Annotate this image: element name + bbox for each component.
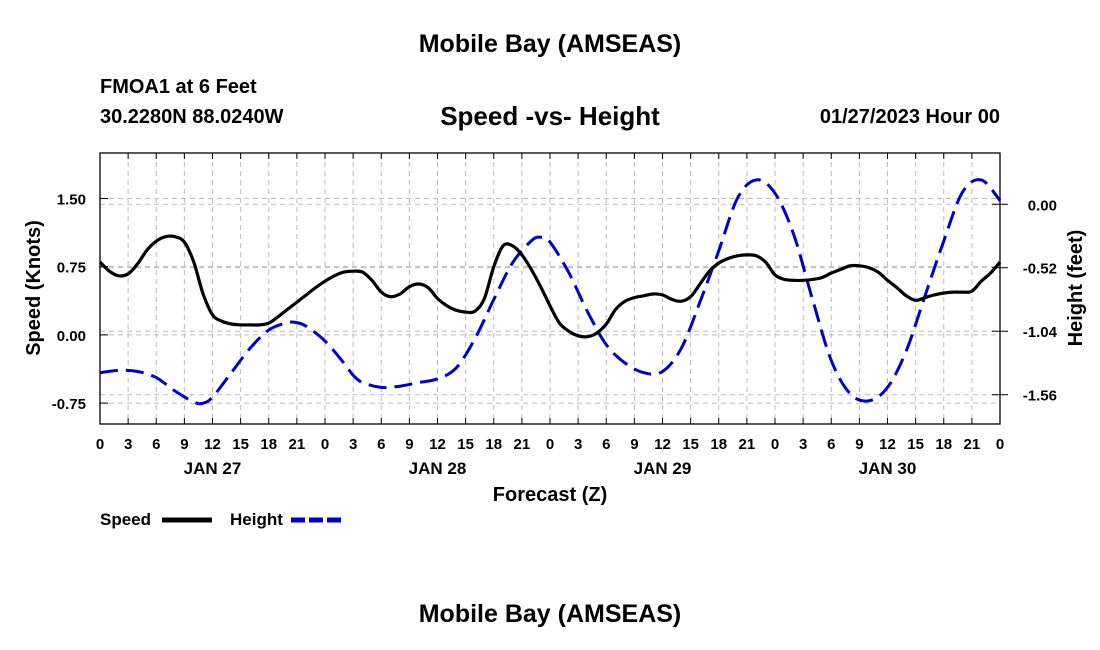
legend-height-label: Height xyxy=(230,510,283,529)
x-tick-label: 0 xyxy=(771,436,779,453)
forecast-run-time: 01/27/2023 Hour 00 xyxy=(819,106,1000,128)
height-series-line xyxy=(99,178,1002,406)
x-tick-label: 0 xyxy=(546,436,554,453)
station-label: FMOA1 at 6 Feet xyxy=(100,76,257,98)
x-tick-label: 3 xyxy=(349,436,357,453)
x-tick-label: 0 xyxy=(321,436,329,453)
x-tick-label: 12 xyxy=(204,436,221,453)
x-date-label: JAN 28 xyxy=(409,459,467,478)
footer-title: Mobile Bay (AMSEAS) xyxy=(418,600,682,628)
grid-lines xyxy=(100,153,1000,424)
x-tick-label: 18 xyxy=(710,436,727,453)
x-tick-label: 6 xyxy=(827,436,835,453)
y-tick-label: 1.50 xyxy=(57,191,86,208)
x-axis-label: Forecast (Z) xyxy=(493,484,607,506)
y-tick-label: -0.75 xyxy=(52,396,86,413)
x-tick-label: 9 xyxy=(405,436,413,453)
x-tick-label: 18 xyxy=(935,436,952,453)
speed-series-line xyxy=(98,234,1002,339)
y-tick-label: 0.00 xyxy=(57,328,86,345)
x-tick-label: 12 xyxy=(879,436,896,453)
x-tick-label: 21 xyxy=(289,436,306,453)
series-layer xyxy=(98,178,1002,406)
x-tick-label: 9 xyxy=(855,436,863,453)
x-tick-label: 15 xyxy=(457,436,474,453)
x-tick-label: 12 xyxy=(429,436,446,453)
x-tick-label: 3 xyxy=(124,436,132,453)
x-tick-label: 21 xyxy=(514,436,531,453)
x-tick-label: 3 xyxy=(799,436,807,453)
x-tick-label: 12 xyxy=(654,436,671,453)
y2-tick-label: -1.04 xyxy=(1023,324,1058,341)
x-date-label: JAN 29 xyxy=(634,459,692,478)
x-tick-label: 0 xyxy=(96,436,104,453)
axes: 0 3 6 9 12 15 18 21 0 3 6 9 12 15 18 21 0 3 6 9 12 15 18 21 0 3 6 9… xyxy=(52,153,1058,478)
x-tick-label: 6 xyxy=(377,436,385,453)
legend: Speed Height xyxy=(100,510,342,529)
x-tick-label: 0 xyxy=(996,436,1004,453)
x-tick-label: 6 xyxy=(602,436,610,453)
x-date-label: JAN 27 xyxy=(184,459,242,478)
x-tick-label: 21 xyxy=(739,436,756,453)
x-tick-label: 9 xyxy=(630,436,638,453)
x-date-label: JAN 30 xyxy=(859,459,917,478)
x-tick-label: 18 xyxy=(260,436,277,453)
x-tick-label: 3 xyxy=(574,436,582,453)
x-tick-label: 6 xyxy=(152,436,160,453)
legend-speed-label: Speed xyxy=(100,510,151,529)
x-tick-label: 18 xyxy=(485,436,502,453)
x-tick-label: 15 xyxy=(907,436,924,453)
chart-title: Mobile Bay (AMSEAS) xyxy=(418,30,682,58)
y2-tick-label: -1.56 xyxy=(1023,388,1057,405)
y-axis-label: Speed (Knots) xyxy=(23,220,45,356)
x-tick-label: 9 xyxy=(180,436,188,453)
y2-tick-label: -0.52 xyxy=(1023,261,1057,278)
x-tick-label: 15 xyxy=(232,436,249,453)
chart-subtitle: Speed -vs- Height xyxy=(440,101,660,131)
station-coordinates: 30.2280N 88.0240W xyxy=(100,106,284,128)
y2-axis-label: Height (feet) xyxy=(1065,230,1087,347)
y-tick-label: 0.75 xyxy=(57,260,86,277)
x-tick-label: 15 xyxy=(682,436,699,453)
y2-tick-label: 0.00 xyxy=(1028,197,1057,214)
x-tick-label: 21 xyxy=(964,436,981,453)
